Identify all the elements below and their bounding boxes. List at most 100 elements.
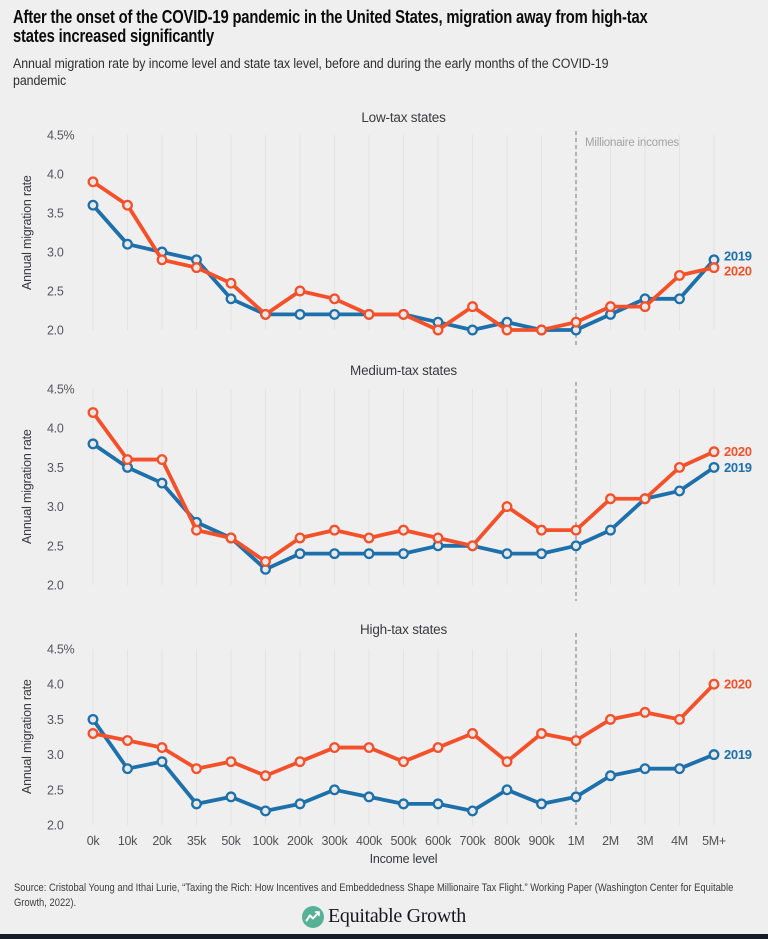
data-point-2019: [191, 798, 202, 810]
x-tick-label: 10k: [118, 834, 138, 848]
data-point-2020: [122, 454, 133, 466]
data-point-2019: [467, 805, 478, 817]
data-point-2019: [363, 791, 375, 803]
data-point-2019: [122, 763, 133, 775]
legend-label-2019: 2019: [724, 460, 752, 475]
data-point-2020: [674, 713, 685, 725]
x-tick-label: 50k: [221, 834, 241, 848]
data-point-2019: [467, 324, 478, 336]
x-tick-label: 0k: [87, 834, 101, 848]
data-point-2020: [398, 308, 409, 320]
data-point-2019: [260, 805, 271, 817]
data-point-2020: [674, 269, 685, 281]
data-point-2020: [225, 532, 237, 544]
data-point-2020: [225, 277, 237, 289]
chart-title: After the onset of the COVID-19 pandemic…: [13, 8, 751, 46]
data-point-2020: [156, 454, 168, 466]
x-tick-label: 600k: [425, 834, 452, 848]
data-point-2020: [501, 756, 513, 768]
y-axis-label-low-tax: Annual migration rate: [20, 175, 34, 290]
data-point-2020: [156, 254, 168, 266]
data-point-2020: [191, 763, 202, 775]
x-axis-label: Income level: [369, 852, 438, 866]
logo-chart-icon: [302, 905, 325, 928]
data-point-2020: [605, 301, 616, 313]
data-point-2020: [329, 524, 340, 536]
data-point-2019: [398, 548, 409, 560]
data-point-2019: [674, 763, 685, 775]
data-point-2019: [87, 199, 99, 211]
data-point-2020: [260, 308, 271, 320]
data-point-2020: [639, 301, 651, 313]
chart-title-line-1: After the onset of the COVID-19 pandemic…: [13, 7, 648, 27]
x-tick-label: 700k: [460, 834, 487, 848]
data-point-2019: [501, 784, 513, 796]
y-tick-label: 3.0: [47, 246, 64, 260]
x-tick-label: 2M: [602, 834, 619, 848]
data-point-2020: [329, 742, 340, 754]
data-point-2019: [363, 548, 375, 560]
data-point-2019: [570, 540, 582, 552]
y-tick-label: 4.5%: [47, 383, 74, 397]
data-point-2019: [570, 791, 582, 803]
data-point-2019: [708, 461, 720, 473]
data-point-2020: [363, 308, 375, 320]
data-point-2019: [708, 749, 720, 761]
data-point-2020: [501, 501, 513, 513]
data-point-2020: [570, 524, 582, 536]
y-tick-label: 3.0: [47, 500, 64, 514]
y-tick-label: 3.5: [47, 713, 64, 727]
x-tick-label: 5M+: [702, 834, 726, 848]
data-point-2019: [329, 548, 340, 560]
data-point-2020: [501, 324, 513, 336]
y-tick-label: 4.0: [47, 168, 64, 182]
y-axis-label-medium-tax: Annual migration rate: [20, 429, 34, 545]
data-point-2020: [639, 706, 651, 718]
data-point-2019: [225, 293, 237, 305]
data-point-2020: [432, 742, 444, 754]
data-point-2019: [294, 798, 306, 810]
data-point-2020: [191, 262, 202, 274]
x-tick-label: 500k: [391, 834, 418, 848]
data-point-2019: [536, 798, 547, 810]
chart-subtitle: Annual migration rate by income level an…: [13, 56, 767, 89]
data-point-2019: [605, 524, 616, 536]
data-point-2020: [605, 493, 616, 505]
data-point-2020: [225, 756, 237, 768]
chart-subtitle-line-2: pandemic: [13, 72, 67, 88]
y-tick-label: 4.0: [47, 678, 64, 692]
data-point-2020: [87, 728, 99, 739]
source-note-line-1: Source: Cristobal Young and Ithai Lurie,…: [14, 882, 734, 894]
x-tick-label: 100k: [253, 834, 280, 848]
data-point-2020: [294, 756, 306, 768]
data-point-2019: [536, 548, 547, 560]
data-point-2019: [674, 293, 685, 305]
data-point-2019: [329, 308, 340, 320]
y-axis-label-high-tax: Annual migration rate: [20, 679, 34, 795]
data-point-2020: [467, 301, 478, 313]
data-point-2020: [191, 524, 202, 536]
data-point-2020: [294, 285, 306, 297]
data-point-2020: [87, 407, 99, 418]
data-point-2020: [87, 176, 99, 188]
data-point-2019: [501, 548, 513, 560]
data-point-2019: [398, 798, 409, 810]
data-point-2020: [260, 556, 271, 567]
chart-subtitle-line-1: Annual migration rate by income level an…: [13, 56, 609, 71]
data-point-2020: [329, 293, 340, 305]
x-tick-label: 400k: [356, 834, 383, 848]
y-tick-label: 2.0: [47, 579, 64, 593]
x-tick-label: 4M: [671, 834, 688, 848]
data-point-2020: [398, 756, 409, 768]
data-point-2020: [536, 524, 547, 536]
data-point-2019: [639, 763, 651, 775]
data-point-2020: [294, 532, 306, 544]
data-point-2020: [432, 324, 444, 336]
y-tick-label: 4.0: [47, 422, 64, 436]
data-point-2020: [639, 493, 651, 505]
x-tick-label: 35k: [187, 834, 207, 848]
y-tick-label: 2.0: [47, 324, 64, 338]
data-point-2020: [122, 199, 133, 211]
data-point-2020: [708, 262, 720, 274]
